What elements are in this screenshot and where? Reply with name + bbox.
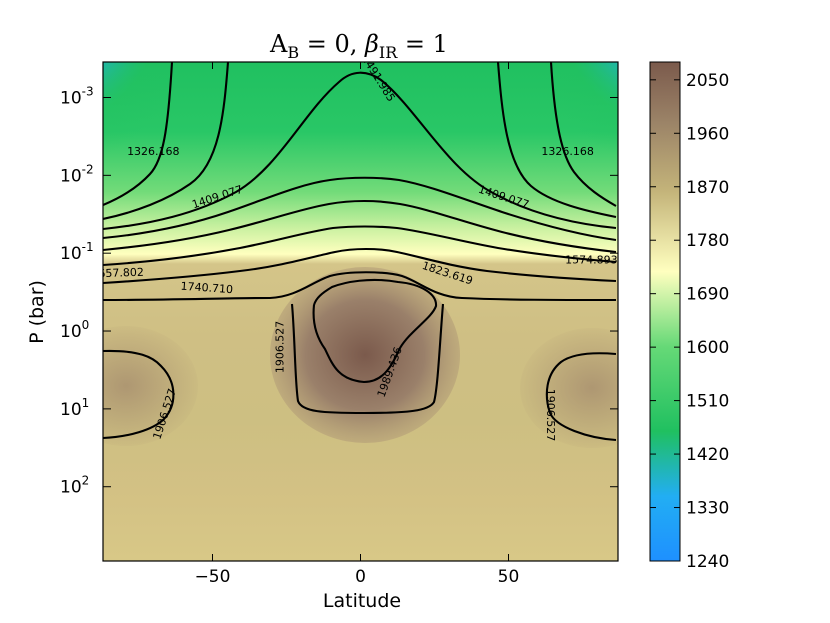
colorbar-tick-label: 1780 bbox=[686, 231, 729, 251]
colorbar-tick-label: 1240 bbox=[686, 552, 729, 572]
y-tick-base: 10 bbox=[60, 244, 82, 264]
colorbar-tick-label: 1870 bbox=[686, 178, 729, 198]
contour-line-1326-left bbox=[103, 62, 174, 206]
contour-label: 1574.893 bbox=[565, 253, 618, 266]
colorbar-tick-label: 1690 bbox=[686, 285, 729, 305]
colorbar-tick-label: 2050 bbox=[686, 71, 729, 91]
contour-line-1491 bbox=[103, 71, 617, 231]
x-axis: −50 0 50 bbox=[195, 62, 520, 587]
title-a-subscript: B bbox=[287, 43, 299, 62]
y-axis-label: P (bar) bbox=[26, 280, 48, 344]
y-tick-base: 10 bbox=[60, 400, 82, 420]
contour-label: 1657.802 bbox=[91, 266, 144, 281]
hot-core-region bbox=[270, 267, 460, 443]
cold-region-right bbox=[430, 62, 618, 280]
title-a: A bbox=[269, 30, 288, 58]
x-tick-label: −50 bbox=[195, 567, 231, 587]
cold-region-left bbox=[103, 62, 290, 280]
svg-text:AB = 0, βIR = 1: AB = 0, βIR = 1 bbox=[269, 30, 448, 62]
colorbar: 1240 1330 1420 1510 1600 1690 1780 1870 1960 2050 bbox=[649, 61, 729, 572]
left-warm-pocket bbox=[103, 326, 198, 446]
y-tick-base: 10 bbox=[60, 166, 82, 186]
contour-label: 1326.168 bbox=[127, 145, 180, 158]
title-equals-zero: = 0, bbox=[299, 30, 365, 58]
y-tick-exponent: -3 bbox=[82, 84, 94, 98]
title-beta-subscript: IR bbox=[379, 43, 398, 62]
contour-line-1906-right bbox=[545, 352, 617, 442]
contour-label: 1326.168 bbox=[541, 145, 594, 158]
contour-line-1657 bbox=[103, 225, 617, 267]
contour-label: 1906.527 bbox=[274, 321, 287, 374]
contour-line-1326-right bbox=[549, 62, 617, 207]
y-tick-label: 10-1 bbox=[60, 240, 94, 264]
colorbar-tick-label: 1420 bbox=[686, 445, 729, 465]
y-tick-exponent: 2 bbox=[82, 474, 90, 488]
y-tick-exponent: 1 bbox=[82, 396, 90, 410]
y-tick-exponent: 0 bbox=[82, 318, 90, 332]
y-tick-label: 10-2 bbox=[60, 162, 94, 186]
colorbar-tick-label: 1510 bbox=[686, 392, 729, 412]
colorbar-tick-label: 1330 bbox=[686, 499, 729, 519]
y-tick-label: 10-3 bbox=[60, 84, 94, 108]
contour-lines bbox=[103, 62, 617, 442]
colorbar-tick-label: 1600 bbox=[686, 338, 729, 358]
contour-line-1574-outer bbox=[103, 176, 617, 242]
contour-line-1740 bbox=[103, 247, 617, 285]
contour-line-1823 bbox=[103, 271, 617, 302]
y-tick-exponent: -1 bbox=[82, 240, 94, 254]
title-beta: β bbox=[364, 30, 379, 58]
title-equals-one: = 1 bbox=[397, 30, 448, 58]
y-tick-label: 102 bbox=[60, 474, 89, 498]
chart-title: AB = 0, βIR = 1 bbox=[269, 30, 448, 62]
contour-line-1906-center bbox=[290, 303, 445, 415]
contour-label: 1740.710 bbox=[180, 280, 233, 297]
x-tick-label: 0 bbox=[355, 567, 366, 587]
y-tick-base: 10 bbox=[60, 478, 82, 498]
contour-line-1906-left bbox=[103, 349, 175, 440]
colorbar-gradient bbox=[649, 61, 681, 562]
y-tick-label: 101 bbox=[60, 396, 89, 420]
colorbar-tick-label: 1960 bbox=[686, 124, 729, 144]
y-tick-base: 10 bbox=[60, 88, 82, 108]
x-tick-label: 50 bbox=[498, 567, 520, 587]
contour-line-1409 bbox=[103, 62, 617, 221]
y-tick-label: 100 bbox=[60, 318, 89, 342]
contour-label: 1906.527 bbox=[544, 389, 557, 442]
contour-line-1989 bbox=[312, 278, 438, 384]
contour-line-1574 bbox=[103, 199, 617, 254]
x-axis-label: Latitude bbox=[323, 590, 401, 612]
right-warm-pocket bbox=[520, 328, 618, 448]
y-tick-exponent: -2 bbox=[82, 162, 94, 176]
y-tick-base: 10 bbox=[60, 322, 82, 342]
